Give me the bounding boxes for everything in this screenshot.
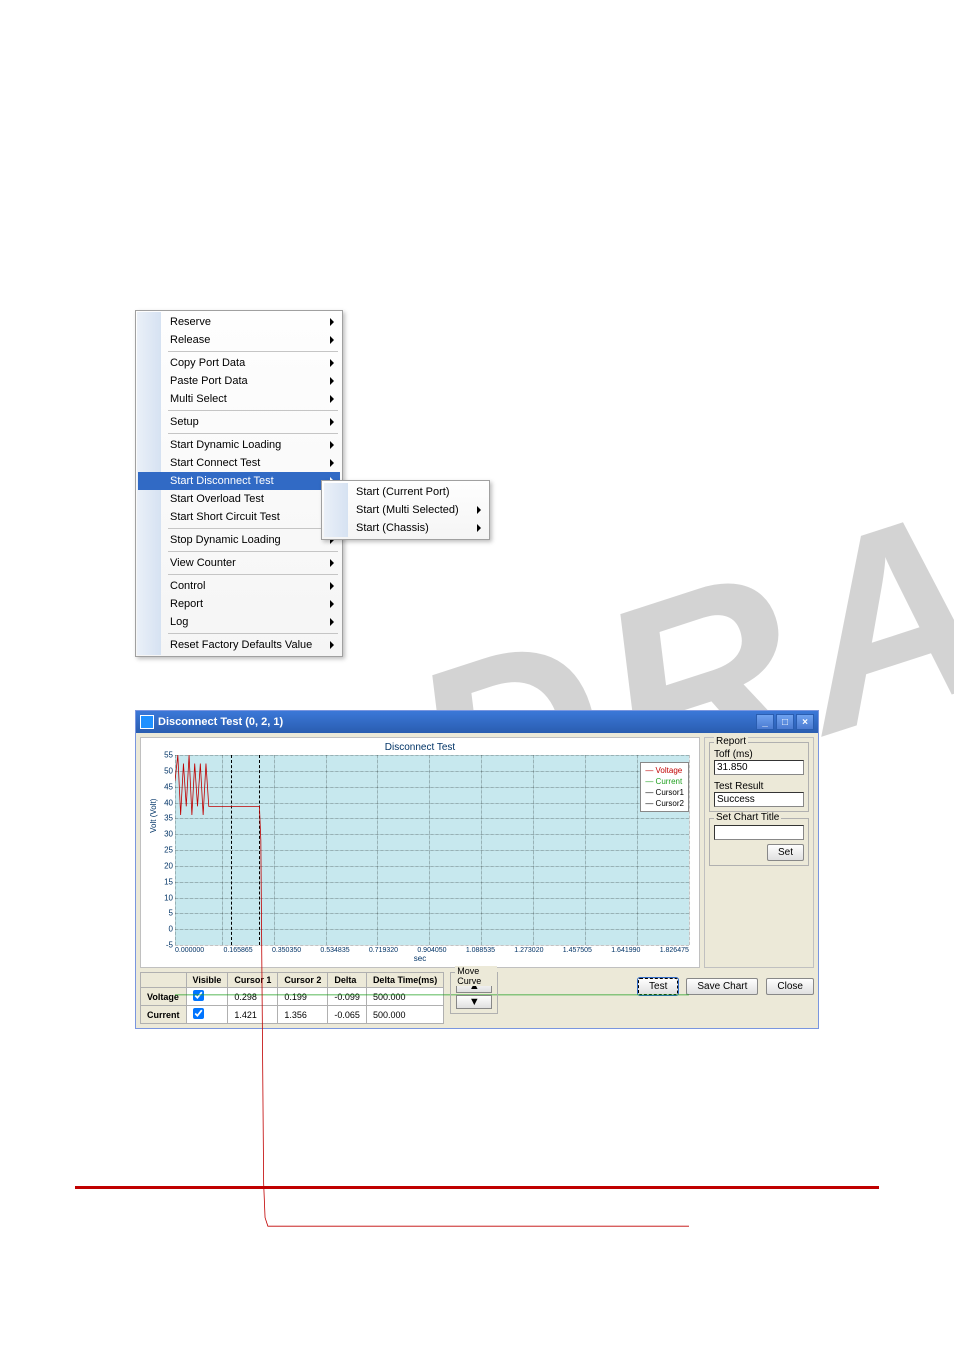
- submenu-item[interactable]: Start (Chassis): [324, 519, 487, 537]
- report-panel: Report Toff (ms) Test Result Set Chart T…: [704, 737, 814, 968]
- menu-item[interactable]: Stop Dynamic Loading: [138, 531, 340, 549]
- menu-item[interactable]: Reserve: [138, 313, 340, 331]
- divider-line: [75, 1186, 879, 1189]
- menu-item[interactable]: Copy Port Data: [138, 354, 340, 372]
- result-value[interactable]: [714, 792, 804, 807]
- move-down-button[interactable]: ▼: [456, 995, 492, 1009]
- menu-item[interactable]: Multi Select: [138, 390, 340, 408]
- context-submenu: Start (Current Port)Start (Multi Selecte…: [321, 480, 490, 540]
- menu-item[interactable]: Start Disconnect Test: [138, 472, 340, 490]
- menu-item[interactable]: Log: [138, 613, 340, 631]
- minimize-button[interactable]: _: [756, 714, 774, 730]
- set-chart-title-label: Set Chart Title: [714, 812, 781, 823]
- chart-title-input[interactable]: [714, 825, 804, 840]
- maximize-button[interactable]: □: [776, 714, 794, 730]
- disconnect-test-window: Disconnect Test (0, 2, 1) _ □ × Disconne…: [135, 710, 819, 1029]
- menu-item[interactable]: Reset Factory Defaults Value: [138, 636, 340, 654]
- chart-title: Disconnect Test: [145, 742, 695, 753]
- chart-legend: — Voltage— Current— Cursor1— Cursor2: [640, 762, 689, 812]
- chart-area: Disconnect Test -50510152025303540455055…: [140, 737, 700, 968]
- close-window-button[interactable]: Close: [766, 978, 814, 995]
- set-button[interactable]: Set: [767, 844, 804, 861]
- menu-item[interactable]: Start Dynamic Loading: [138, 436, 340, 454]
- menu-item[interactable]: Report: [138, 595, 340, 613]
- submenu-item[interactable]: Start (Current Port): [324, 483, 487, 501]
- menu-item[interactable]: Start Overload Test: [138, 490, 340, 508]
- menu-item[interactable]: Control: [138, 577, 340, 595]
- result-label: Test Result: [714, 781, 804, 792]
- menu-item[interactable]: Start Connect Test: [138, 454, 340, 472]
- save-chart-button[interactable]: Save Chart: [686, 978, 758, 995]
- menu-item[interactable]: Release: [138, 331, 340, 349]
- toff-value[interactable]: [714, 760, 804, 775]
- report-group-title: Report: [714, 736, 748, 747]
- context-menu: ReserveRelease Copy Port DataPaste Port D…: [135, 310, 343, 657]
- move-curve-group: Move Curve ▲ ▼: [450, 972, 498, 1014]
- toff-label: Toff (ms): [714, 749, 804, 760]
- titlebar[interactable]: Disconnect Test (0, 2, 1) _ □ ×: [136, 711, 818, 733]
- menu-item[interactable]: Start Short Circuit Test: [138, 508, 340, 526]
- move-curve-label: Move Curve: [455, 966, 497, 986]
- close-button[interactable]: ×: [796, 714, 814, 730]
- menu-item[interactable]: View Counter: [138, 554, 340, 572]
- window-title: Disconnect Test (0, 2, 1): [158, 716, 283, 728]
- menu-item[interactable]: Paste Port Data: [138, 372, 340, 390]
- menu-item[interactable]: Setup: [138, 413, 340, 431]
- submenu-item[interactable]: Start (Multi Selected): [324, 501, 487, 519]
- app-icon: [140, 715, 154, 729]
